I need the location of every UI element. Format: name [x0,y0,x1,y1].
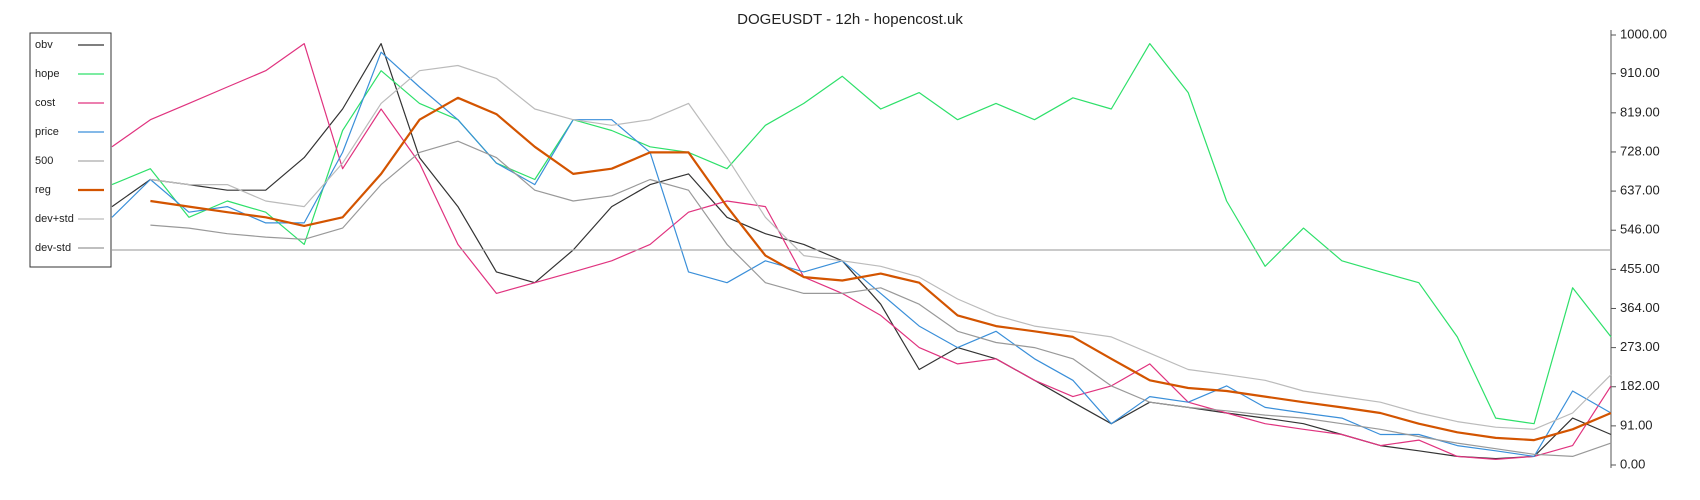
series-line [111,43,1612,460]
y-tick-label: 546.00 [1620,222,1660,237]
y-tick-label: 1000.00 [1620,26,1667,41]
legend-label: dev-std [35,242,71,254]
legend-label: obv [35,39,53,51]
series-line [150,140,1612,457]
series-line [111,51,1612,457]
y-tick-label: 455.00 [1620,261,1660,276]
series-line [150,64,1612,430]
legend-label: cost [35,97,55,109]
series-line [150,96,1612,442]
legend-label: dev+std [35,213,74,225]
y-tick-label: 91.00 [1620,417,1653,432]
y-tick-label: 273.00 [1620,339,1660,354]
y-tick-label: 637.00 [1620,183,1660,198]
chart-title: DOGEUSDT - 12h - hopencost.uk [737,11,963,28]
legend: obv hope cost price 500 reg dev+std dev-std [29,32,112,268]
legend-label: price [35,126,59,138]
legend-label: reg [35,184,51,196]
legend-box [29,32,112,268]
series-line [111,43,1612,460]
legend-label: hope [35,68,59,80]
series-line [111,43,1612,425]
y-tick-label: 364.00 [1620,300,1660,315]
legend-label: 500 [35,155,53,167]
y-tick-label: 182.00 [1620,378,1660,393]
y-tick-label: 819.00 [1620,104,1660,119]
y-tick-label: 910.00 [1620,65,1660,80]
y-tick-label: 0.00 [1620,456,1645,471]
y-tick-label: 728.00 [1620,143,1660,158]
